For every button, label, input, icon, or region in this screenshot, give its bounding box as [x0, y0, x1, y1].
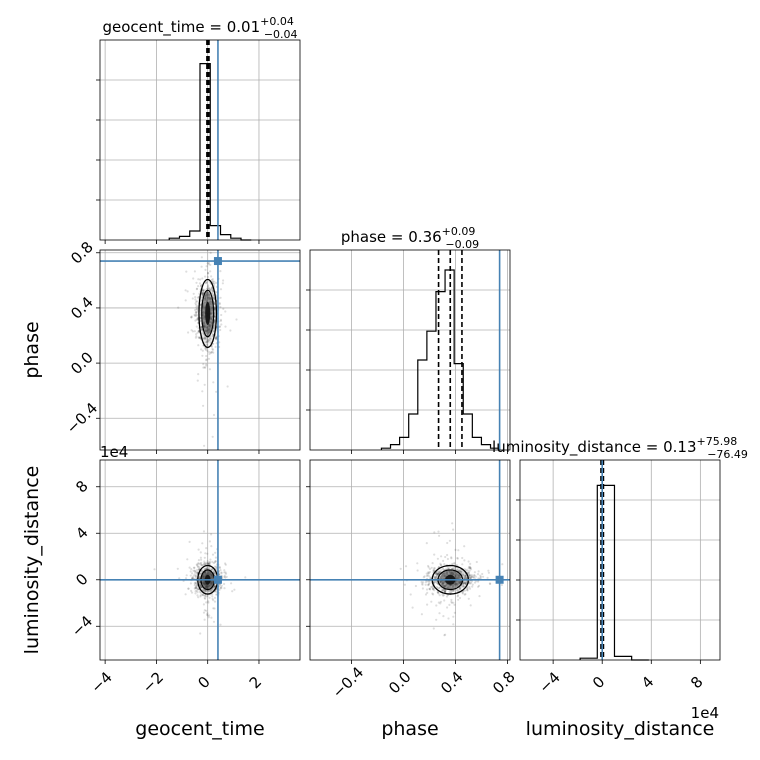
phase_hist-title-sub: −0.09 — [445, 238, 479, 251]
phase_hist-bin-9 — [463, 414, 472, 450]
geocent_time_hist-title-sup: +0.04 — [260, 15, 294, 28]
phase_vs_geocent_time-contour-outer — [198, 278, 218, 349]
luminosity-distance-xtick-label-1: 0 — [589, 673, 608, 692]
svg-text:luminosity_distance = 0.13+75.: luminosity_distance = 0.13+75.98 −76.49 — [492, 435, 748, 461]
geocent-time-xtick-label-1: −2 — [139, 668, 167, 696]
luminosity_distance_hist-title-base: luminosity_distance = 0.13 — [492, 438, 696, 457]
luminosity_distance_vs_geocent_time-samples — [153, 530, 247, 635]
phase_hist-bin-4 — [418, 360, 427, 450]
phase-ytick-label-2: 0.4 — [67, 293, 97, 323]
phase-xtick-label-2: 0.4 — [437, 668, 467, 698]
phase_hist-title-base: phase = 0.36 — [341, 228, 442, 246]
luminosity-distance-ytick-label-1: 0 — [72, 570, 91, 589]
luminosity_distance_vs_geocent_time-frame — [99, 459, 301, 661]
x-offset-label: 1e4 — [691, 704, 719, 722]
luminosity_distance_hist-title-sup: +75.98 — [697, 435, 738, 448]
luminosity_distance_hist-outline — [579, 484, 649, 661]
phase-xtick-label-0: −0.4 — [329, 663, 367, 701]
phase_hist-outline — [380, 269, 501, 450]
phase_vs_geocent_time-frame — [99, 249, 301, 451]
phase-xtick-label-3: 0.8 — [489, 668, 519, 698]
svg-text:phase = 0.36+0.09−0.09: phase = 0.36+0.09 −0.09 — [341, 225, 479, 251]
luminosity_distance_hist-title: luminosity_distance = 0.13+75.98 −76.49 — [492, 435, 748, 461]
phase-ytick-label-3: 0.8 — [67, 238, 97, 268]
luminosity_distance_vs_geocent_time-truth-marker — [213, 575, 222, 584]
geocent-time-xtick-label-0: −4 — [87, 668, 115, 696]
luminosity_distance_vs_phase-frame — [309, 459, 511, 661]
luminosity_distance_hist-title-sub: −76.49 — [707, 448, 748, 461]
luminosity-distance-ytick-label-2: 4 — [72, 524, 91, 543]
phase_hist-bin-11 — [481, 445, 490, 450]
geocent_time_hist-bin-4 — [210, 226, 220, 240]
svg-text:geocent_time = 0.01+0.04−0.04: geocent_time = 0.01+0.04 −0.04 — [102, 15, 297, 41]
geocent_time_hist-outline — [168, 63, 252, 241]
y-offset-label: 1e4 — [100, 443, 128, 461]
luminosity_distance_vs_phase-truth-marker — [495, 575, 504, 584]
luminosity-distance-ytick-label-3: 8 — [72, 477, 91, 496]
luminosity_distance_hist-bin-1 — [597, 485, 614, 660]
xlabel-geocent-time: geocent_time — [135, 718, 264, 740]
luminosity-distance-xtick-label-3: 8 — [687, 673, 706, 692]
luminosity-distance-xtick-label-0: −4 — [535, 668, 563, 696]
phase_hist-bin-5 — [427, 331, 436, 450]
geocent_time_hist-bin-2 — [190, 231, 200, 240]
ylabel-luminosity-distance: luminosity_distance — [21, 466, 43, 655]
ylabel-phase: phase — [21, 321, 43, 378]
geocent_time_hist-bin-5 — [221, 235, 231, 240]
geocent-time-xtick-label-3: 2 — [246, 673, 265, 692]
xlabel-luminosity-distance: luminosity_distance — [526, 718, 715, 740]
phase-ytick-label-0: −0.4 — [63, 399, 101, 437]
luminosity-distance-ytick-label-0: −4 — [68, 612, 96, 640]
xlabel-phase: phase — [381, 718, 438, 740]
phase_hist-bin-10 — [472, 437, 481, 450]
phase_hist-bin-2 — [400, 437, 409, 450]
geocent-time-xtick-label-2: 0 — [194, 673, 213, 692]
luminosity-distance-xtick-label-2: 4 — [638, 673, 657, 692]
phase_vs_geocent_time-contour-inner — [201, 289, 215, 338]
geocent_time_hist-title: geocent_time = 0.01+0.04 −0.04 — [102, 15, 297, 41]
phase-ytick-label-1: 0.0 — [67, 348, 97, 378]
phase_vs_geocent_time-truth-marker — [213, 257, 222, 266]
geocent_time_hist-title-base: geocent_time = 0.01 — [102, 18, 260, 37]
phase_vs_geocent_time-density-peak — [205, 301, 211, 326]
geocent_time_hist-title-sub: −0.04 — [264, 28, 298, 41]
luminosity_distance_hist-frame — [519, 459, 721, 661]
phase_hist-title-sup: +0.09 — [442, 225, 476, 238]
geocent_time_hist-frame — [99, 39, 301, 241]
phase-xtick-label-1: 0.0 — [385, 668, 415, 698]
phase_hist-frame — [309, 249, 511, 451]
phase_hist-bin-3 — [409, 414, 418, 450]
phase_hist-bin-1 — [391, 445, 400, 450]
phase_hist-title: phase = 0.36+0.09 −0.09 — [341, 225, 479, 251]
phase_hist-bin-6 — [436, 292, 445, 450]
